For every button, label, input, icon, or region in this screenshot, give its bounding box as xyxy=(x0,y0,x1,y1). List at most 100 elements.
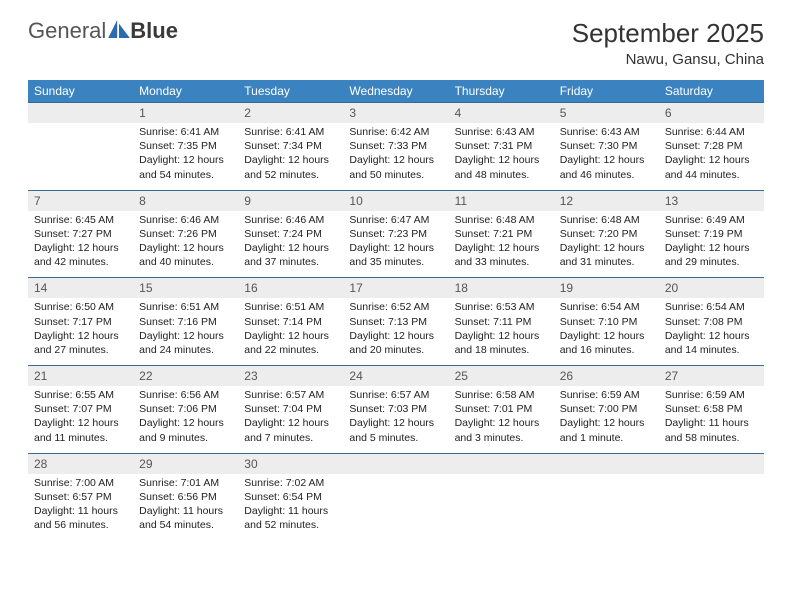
calendar-page: General Blue September 2025 Nawu, Gansu,… xyxy=(0,0,792,558)
sunset-text: Sunset: 6:54 PM xyxy=(244,490,337,504)
day-cell: Sunrise: 6:47 AMSunset: 7:23 PMDaylight:… xyxy=(343,211,448,278)
daylight-text: Daylight: 12 hours xyxy=(665,329,758,343)
day-number: 30 xyxy=(238,453,343,474)
daylight-text: and 54 minutes. xyxy=(139,518,232,532)
day-cell: Sunrise: 6:56 AMSunset: 7:06 PMDaylight:… xyxy=(133,386,238,453)
daylight-text: and 46 minutes. xyxy=(560,168,653,182)
day-cell: Sunrise: 7:00 AMSunset: 6:57 PMDaylight:… xyxy=(28,474,133,541)
sunrise-text: Sunrise: 6:44 AM xyxy=(665,125,758,139)
sunset-text: Sunset: 7:17 PM xyxy=(34,315,127,329)
sunset-text: Sunset: 7:19 PM xyxy=(665,227,758,241)
daylight-text: and 9 minutes. xyxy=(139,431,232,445)
daylight-text: Daylight: 12 hours xyxy=(139,416,232,430)
daylight-text: Daylight: 12 hours xyxy=(349,329,442,343)
sunset-text: Sunset: 7:13 PM xyxy=(349,315,442,329)
day-number: 24 xyxy=(343,366,448,387)
sunrise-text: Sunrise: 6:57 AM xyxy=(244,388,337,402)
daylight-text: Daylight: 12 hours xyxy=(244,153,337,167)
day-cell: Sunrise: 6:42 AMSunset: 7:33 PMDaylight:… xyxy=(343,123,448,190)
weekday-header: Sunday xyxy=(28,80,133,103)
sunrise-text: Sunrise: 6:50 AM xyxy=(34,300,127,314)
day-cell: Sunrise: 6:52 AMSunset: 7:13 PMDaylight:… xyxy=(343,298,448,365)
day-number: 3 xyxy=(343,103,448,124)
sunrise-text: Sunrise: 6:46 AM xyxy=(244,213,337,227)
day-cell: Sunrise: 6:50 AMSunset: 7:17 PMDaylight:… xyxy=(28,298,133,365)
daylight-text: and 31 minutes. xyxy=(560,255,653,269)
day-number: 7 xyxy=(28,190,133,211)
day-cell: Sunrise: 6:53 AMSunset: 7:11 PMDaylight:… xyxy=(449,298,554,365)
sunset-text: Sunset: 7:26 PM xyxy=(139,227,232,241)
day-cell: Sunrise: 6:48 AMSunset: 7:20 PMDaylight:… xyxy=(554,211,659,278)
sunset-text: Sunset: 7:33 PM xyxy=(349,139,442,153)
daylight-text: and 50 minutes. xyxy=(349,168,442,182)
day-number: 12 xyxy=(554,190,659,211)
day-info-row: Sunrise: 7:00 AMSunset: 6:57 PMDaylight:… xyxy=(28,474,764,541)
day-number: 28 xyxy=(28,453,133,474)
day-number xyxy=(554,453,659,474)
daylight-text: and 24 minutes. xyxy=(139,343,232,357)
day-cell xyxy=(343,474,448,541)
daylight-text: and 18 minutes. xyxy=(455,343,548,357)
day-number: 14 xyxy=(28,278,133,299)
day-number: 22 xyxy=(133,366,238,387)
weekday-header: Friday xyxy=(554,80,659,103)
day-cell: Sunrise: 6:54 AMSunset: 7:08 PMDaylight:… xyxy=(659,298,764,365)
sunrise-text: Sunrise: 7:02 AM xyxy=(244,476,337,490)
day-cell: Sunrise: 6:44 AMSunset: 7:28 PMDaylight:… xyxy=(659,123,764,190)
day-cell: Sunrise: 6:41 AMSunset: 7:34 PMDaylight:… xyxy=(238,123,343,190)
sunrise-text: Sunrise: 6:59 AM xyxy=(560,388,653,402)
sunrise-text: Sunrise: 6:43 AM xyxy=(455,125,548,139)
day-cell: Sunrise: 6:58 AMSunset: 7:01 PMDaylight:… xyxy=(449,386,554,453)
sunrise-text: Sunrise: 6:47 AM xyxy=(349,213,442,227)
sunset-text: Sunset: 7:07 PM xyxy=(34,402,127,416)
sunrise-text: Sunrise: 6:46 AM xyxy=(139,213,232,227)
daylight-text: Daylight: 11 hours xyxy=(665,416,758,430)
day-cell: Sunrise: 6:48 AMSunset: 7:21 PMDaylight:… xyxy=(449,211,554,278)
sunset-text: Sunset: 6:57 PM xyxy=(34,490,127,504)
sunset-text: Sunset: 6:58 PM xyxy=(665,402,758,416)
daylight-text: Daylight: 12 hours xyxy=(560,153,653,167)
sunset-text: Sunset: 7:00 PM xyxy=(560,402,653,416)
day-number: 23 xyxy=(238,366,343,387)
sunset-text: Sunset: 7:27 PM xyxy=(34,227,127,241)
day-cell: Sunrise: 6:51 AMSunset: 7:16 PMDaylight:… xyxy=(133,298,238,365)
day-cell: Sunrise: 6:49 AMSunset: 7:19 PMDaylight:… xyxy=(659,211,764,278)
day-number: 27 xyxy=(659,366,764,387)
daylight-text: and 52 minutes. xyxy=(244,168,337,182)
daylight-text: Daylight: 12 hours xyxy=(560,329,653,343)
daylight-text: Daylight: 12 hours xyxy=(455,241,548,255)
sunset-text: Sunset: 7:04 PM xyxy=(244,402,337,416)
day-number: 19 xyxy=(554,278,659,299)
day-cell: Sunrise: 6:45 AMSunset: 7:27 PMDaylight:… xyxy=(28,211,133,278)
daylight-text: Daylight: 12 hours xyxy=(665,241,758,255)
month-title: September 2025 xyxy=(572,18,764,49)
sunset-text: Sunset: 7:35 PM xyxy=(139,139,232,153)
daylight-text: and 56 minutes. xyxy=(34,518,127,532)
sunrise-text: Sunrise: 6:55 AM xyxy=(34,388,127,402)
day-number-row: 282930 xyxy=(28,453,764,474)
daylight-text: and 33 minutes. xyxy=(455,255,548,269)
daylight-text: Daylight: 12 hours xyxy=(349,416,442,430)
day-number xyxy=(449,453,554,474)
sunrise-text: Sunrise: 6:41 AM xyxy=(139,125,232,139)
sunrise-text: Sunrise: 6:52 AM xyxy=(349,300,442,314)
daylight-text: and 29 minutes. xyxy=(665,255,758,269)
title-block: September 2025 Nawu, Gansu, China xyxy=(572,18,764,68)
sunset-text: Sunset: 7:28 PM xyxy=(665,139,758,153)
daylight-text: Daylight: 12 hours xyxy=(34,416,127,430)
daylight-text: Daylight: 12 hours xyxy=(560,416,653,430)
day-cell: Sunrise: 6:41 AMSunset: 7:35 PMDaylight:… xyxy=(133,123,238,190)
daylight-text: and 16 minutes. xyxy=(560,343,653,357)
sunset-text: Sunset: 7:16 PM xyxy=(139,315,232,329)
day-number-row: 78910111213 xyxy=(28,190,764,211)
logo-sail-icon xyxy=(108,20,130,38)
day-cell: Sunrise: 6:51 AMSunset: 7:14 PMDaylight:… xyxy=(238,298,343,365)
day-info-row: Sunrise: 6:45 AMSunset: 7:27 PMDaylight:… xyxy=(28,211,764,278)
sunset-text: Sunset: 7:34 PM xyxy=(244,139,337,153)
daylight-text: and 7 minutes. xyxy=(244,431,337,445)
day-cell: Sunrise: 6:55 AMSunset: 7:07 PMDaylight:… xyxy=(28,386,133,453)
sunrise-text: Sunrise: 6:56 AM xyxy=(139,388,232,402)
day-number: 16 xyxy=(238,278,343,299)
daylight-text: Daylight: 11 hours xyxy=(139,504,232,518)
sunrise-text: Sunrise: 6:51 AM xyxy=(244,300,337,314)
